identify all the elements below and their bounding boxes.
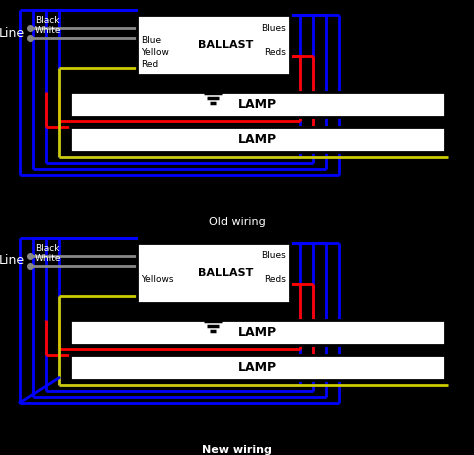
Text: White: White <box>35 26 62 35</box>
Text: New wiring: New wiring <box>202 445 272 455</box>
Text: Line: Line <box>0 254 25 267</box>
Bar <box>137 15 290 75</box>
Text: White: White <box>35 254 62 263</box>
Text: BALLAST: BALLAST <box>198 40 253 50</box>
Bar <box>70 320 445 345</box>
Text: Reds: Reds <box>264 275 286 284</box>
Bar <box>70 355 445 380</box>
Bar <box>70 92 445 117</box>
Text: Reds: Reds <box>264 48 286 57</box>
Text: Yellow: Yellow <box>141 48 169 57</box>
Text: Yellows: Yellows <box>141 275 173 284</box>
Text: Line: Line <box>0 27 25 40</box>
Text: Red: Red <box>141 60 158 69</box>
Bar <box>137 243 290 303</box>
Text: Black: Black <box>35 244 60 253</box>
Text: Blues: Blues <box>261 251 286 260</box>
Text: LAMP: LAMP <box>238 133 277 146</box>
Bar <box>70 127 445 152</box>
Text: Blue: Blue <box>141 36 161 45</box>
Text: Black: Black <box>35 16 60 25</box>
Text: BALLAST: BALLAST <box>198 268 253 278</box>
Text: LAMP: LAMP <box>238 361 277 374</box>
Text: Blues: Blues <box>261 24 286 33</box>
Text: Old wiring: Old wiring <box>209 217 265 227</box>
Text: LAMP: LAMP <box>238 98 277 111</box>
Text: LAMP: LAMP <box>238 326 277 339</box>
